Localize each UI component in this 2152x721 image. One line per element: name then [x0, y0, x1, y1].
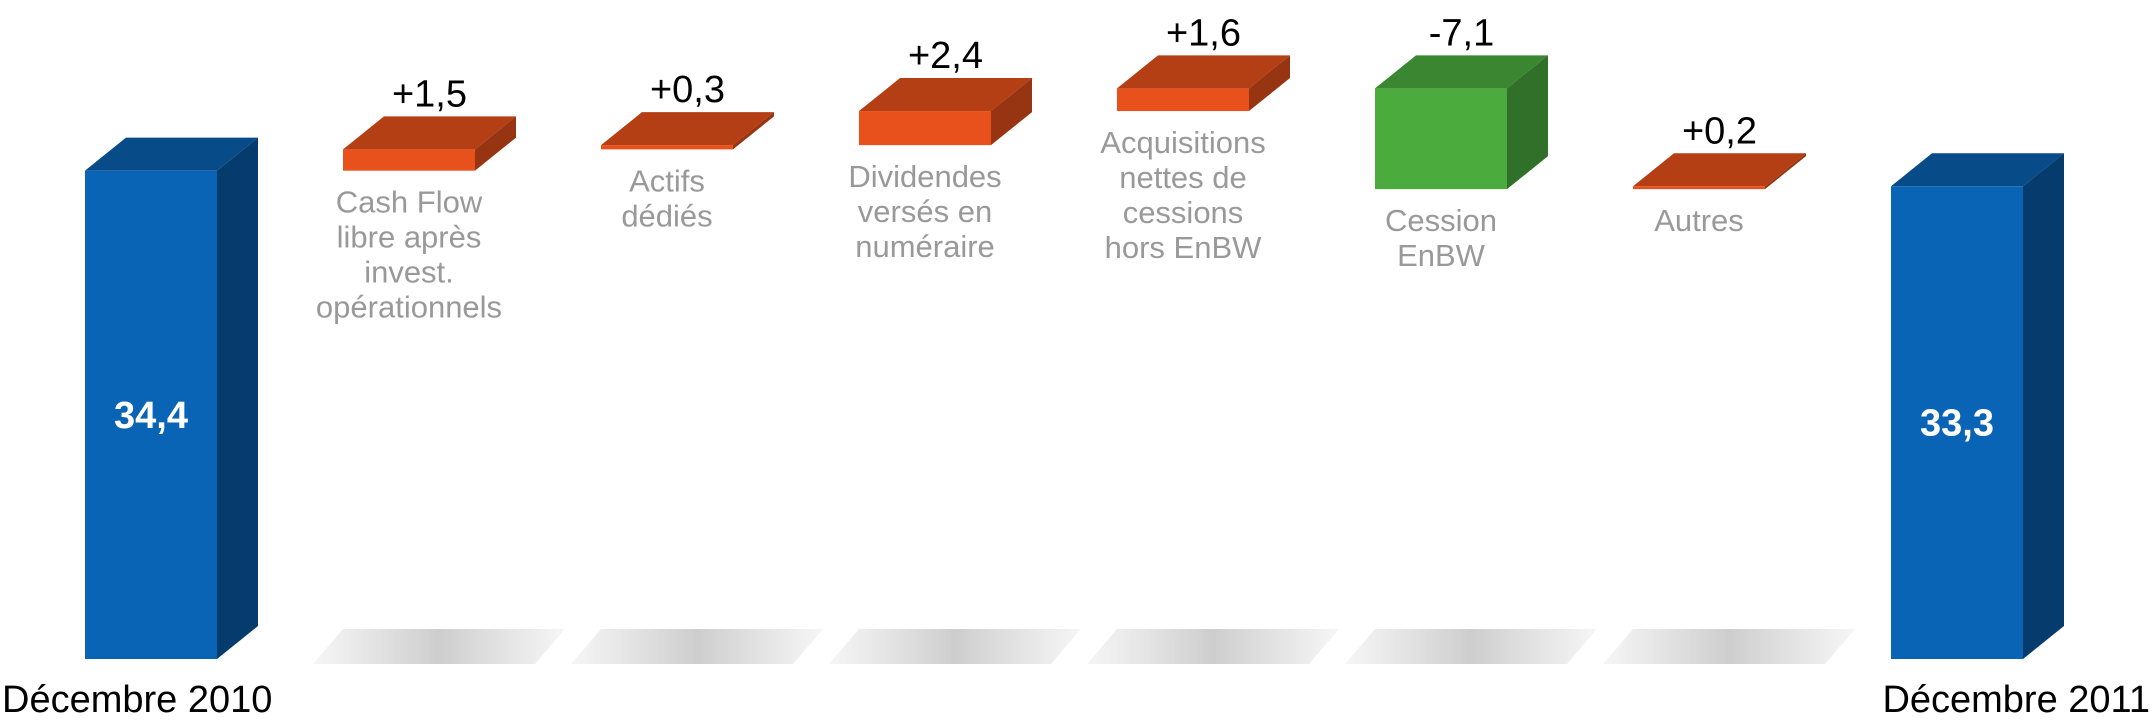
category-label: Actifs dédiés	[621, 163, 712, 233]
bar	[1117, 88, 1249, 112]
bar	[1633, 186, 1765, 190]
value-label: 33,3	[1920, 403, 1994, 445]
category-label: Autres	[1654, 203, 1744, 238]
category-label: Dividendes versés en numéraire	[848, 159, 1001, 264]
bar-side	[217, 137, 258, 660]
floor-shadow	[313, 629, 565, 664]
bar-side	[2023, 153, 2064, 659]
value-label: 34,4	[114, 395, 188, 437]
bar	[859, 111, 991, 146]
bar-top	[601, 112, 774, 146]
floor-shadow	[829, 629, 1081, 664]
floor-shadows	[313, 629, 1855, 664]
floor-shadow	[1603, 629, 1855, 664]
category-label: Cession EnBW	[1385, 203, 1497, 273]
value-label: +0,3	[650, 69, 725, 111]
category-label: Décembre 2011	[1882, 679, 2150, 721]
value-label: +0,2	[1682, 110, 1757, 152]
value-label: +2,4	[908, 35, 983, 77]
floor-shadow	[1087, 629, 1339, 664]
bar-top	[85, 137, 258, 171]
value-label: +1,5	[392, 73, 467, 115]
bar	[85, 170, 217, 660]
bar-side	[475, 116, 516, 171]
bar-top	[1375, 55, 1548, 89]
bar-side	[1765, 153, 1806, 190]
bar	[1891, 186, 2023, 659]
bar	[343, 149, 475, 171]
value-label: -7,1	[1429, 12, 1494, 54]
bar	[601, 145, 733, 150]
bar-side	[1507, 55, 1548, 190]
floor-shadow	[1345, 629, 1597, 664]
bar-side	[733, 112, 774, 150]
bar-top	[1633, 153, 1806, 187]
category-label: Acquisitions nettes de cessions hors EnBW	[1100, 125, 1265, 265]
bar-top	[1891, 153, 2064, 187]
value-label: +1,6	[1166, 12, 1241, 54]
bar-side	[1249, 55, 1290, 112]
bar-top	[1117, 55, 1290, 89]
bar-side	[991, 78, 1032, 146]
bar	[1375, 88, 1507, 190]
bar-top	[343, 116, 516, 150]
bar-top	[859, 78, 1032, 112]
category-label: Cash Flow libre après invest. opérationnels	[316, 185, 502, 325]
floor-shadow	[571, 629, 823, 664]
category-label: Décembre 2010	[2, 679, 272, 721]
